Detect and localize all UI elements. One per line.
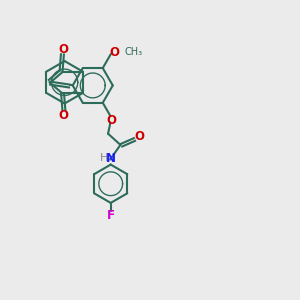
Text: N: N [106,152,116,165]
Text: O: O [134,130,144,143]
Text: CH₃: CH₃ [124,47,142,57]
Text: O: O [110,46,120,59]
Text: H: H [100,153,108,164]
Text: O: O [58,109,68,122]
Text: O: O [58,43,68,56]
Text: F: F [107,209,115,222]
Text: O: O [106,114,116,127]
